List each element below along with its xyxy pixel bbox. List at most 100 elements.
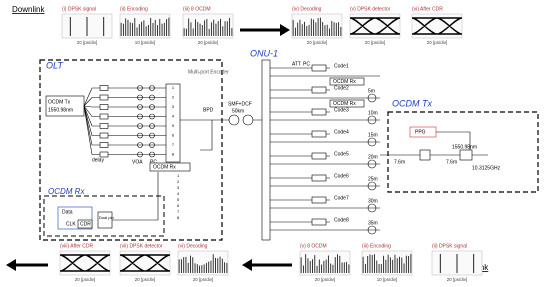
arrowhead — [6, 259, 16, 271]
panel-label: (iv) Decoding — [292, 6, 322, 12]
modulator — [99, 151, 109, 158]
decoder — [311, 108, 327, 116]
att-label: ATT — [292, 61, 301, 67]
panel-scale: 20 [ps/div] — [307, 40, 328, 45]
encoder-port: 3 — [172, 104, 175, 109]
pc — [149, 104, 155, 110]
olt-box — [39, 59, 223, 241]
fiber-coil — [367, 203, 377, 213]
downlink-title: Downlink — [12, 5, 45, 14]
panel-scale: 10 [ps/div] — [135, 40, 156, 45]
pc — [149, 85, 155, 91]
fiber-coil — [367, 225, 377, 235]
ppg-label: PPG — [415, 129, 426, 135]
panel-scale: 20 [ps/div] — [193, 277, 214, 282]
olt-title: OLT — [46, 60, 64, 70]
cdr-box — [77, 219, 93, 229]
waveform — [292, 17, 342, 36]
code-label: Code4 — [334, 129, 349, 135]
waveform — [178, 254, 228, 273]
rx-port: 7 — [177, 209, 180, 214]
rx-title: OCDM Rx — [48, 187, 85, 196]
pc — [149, 113, 155, 120]
encoder-port: 2 — [172, 95, 175, 100]
pc — [149, 94, 155, 101]
fiber-coil — [367, 159, 377, 169]
cdr-label: CDR — [80, 221, 91, 227]
voa-label: VOA — [132, 159, 143, 165]
branch — [83, 87, 166, 107]
onu-pc-label: PC — [303, 61, 310, 67]
rx-port: 4 — [177, 191, 180, 196]
olt-tx: OCDM Tx — [48, 99, 71, 105]
panel-scale: 20 [ps/div] — [365, 40, 386, 45]
waveform — [183, 17, 233, 36]
panel-label: (vii) DPSK detector — [120, 243, 163, 249]
panel-scale: 20 [ps/div] — [315, 277, 336, 282]
decoder — [311, 218, 327, 226]
waveform — [362, 254, 412, 273]
splitter — [261, 59, 271, 241]
voa — [137, 113, 143, 120]
tx-clock: 10.3125GHz — [472, 165, 501, 171]
panel-label: (i) DPSK signal — [62, 6, 96, 12]
tx-len2: 7.6m — [446, 159, 457, 165]
modulator — [99, 104, 109, 110]
arrowhead — [242, 259, 252, 271]
decoder — [311, 152, 327, 160]
panel-scale: 20 [ps/div] — [135, 277, 156, 282]
fiber-coil — [367, 93, 377, 103]
voa — [137, 142, 143, 148]
fiber-length: 50km — [232, 108, 244, 114]
fiber-coil — [242, 114, 254, 126]
pc — [149, 132, 155, 139]
fiber-label: 10m — [368, 110, 378, 116]
voa — [137, 104, 143, 110]
fiber-label: 35m — [368, 220, 378, 226]
branch — [83, 105, 166, 117]
decoder — [311, 64, 327, 72]
code-label: Code7 — [334, 195, 349, 201]
fiber-coil — [367, 115, 377, 125]
branch — [83, 105, 166, 108]
rx-port: 2 — [177, 179, 180, 184]
branch — [83, 105, 166, 127]
rx-port: 6 — [177, 203, 180, 208]
panel-label: (viii) After CDR — [60, 243, 93, 249]
modulator — [99, 142, 109, 148]
pc-label: PC — [150, 159, 157, 165]
rx-box — [43, 195, 165, 237]
encoder-port: 5 — [172, 123, 175, 128]
olt-wavelength: 1550.98nm — [48, 107, 73, 113]
waveform — [59, 254, 111, 272]
fiber-label: 5m — [368, 88, 375, 94]
panel-scale: 10 [ps/div] — [377, 277, 398, 282]
waveform-frame — [361, 250, 413, 276]
waveform-frame — [119, 13, 171, 39]
modulator — [99, 113, 109, 120]
pin-label: Dual pin — [99, 215, 114, 220]
panel-scale: 20 [ps/div] — [198, 40, 219, 45]
encoder-port: 6 — [172, 133, 175, 138]
code-label: Code3 — [334, 107, 349, 113]
onu-rx-box — [329, 77, 365, 86]
panel-label: (ii) DPSK signal — [432, 243, 467, 249]
fiber-coil — [367, 181, 377, 191]
code-label: Code1 — [334, 63, 349, 69]
panel-label: (iii) 8 OCDM — [183, 6, 211, 12]
tx-len1: 7.6m — [394, 159, 405, 165]
waveform-frame — [177, 250, 229, 276]
encoder-port: 7 — [172, 142, 175, 147]
waveform — [69, 17, 105, 36]
rx-port: 8 — [177, 215, 180, 220]
onu-rx-label: OCDM Rx — [333, 101, 356, 107]
decoder — [311, 196, 327, 204]
fiber-coil — [367, 137, 377, 147]
arrowhead — [280, 24, 290, 36]
code-label: Code2 — [334, 85, 349, 91]
panel-label: (v) DPSK detector — [350, 6, 391, 12]
tx-title: OCDM Tx — [392, 98, 432, 108]
olt-rx-box-label: OCDM Rx — [153, 164, 176, 170]
fiber-label: 25m — [368, 176, 378, 182]
